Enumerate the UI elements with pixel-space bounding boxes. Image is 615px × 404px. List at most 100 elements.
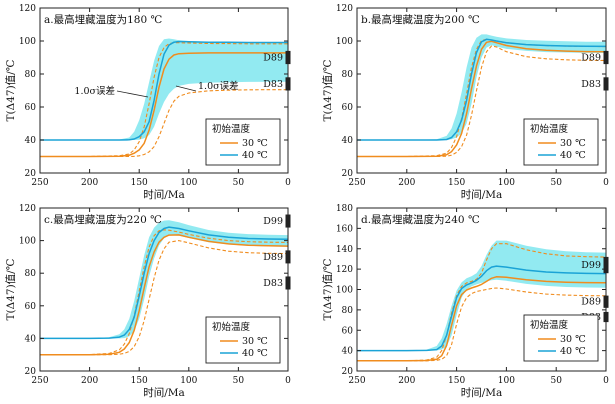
x-tick-label: 50 xyxy=(233,178,245,188)
error-envelope-line-1 xyxy=(40,240,288,356)
y-tick-label: 40 xyxy=(25,334,37,344)
x-axis-label: 时间/Ma xyxy=(143,188,185,201)
legend-title: 初始温度 xyxy=(530,319,569,331)
legend: 初始温度 30 ℃40 ℃ xyxy=(523,118,599,166)
chart-title: a.最高埋藏温度为180 ℃ xyxy=(44,13,162,26)
legend-entry: 40 ℃ xyxy=(560,150,586,161)
chart-title: c.最高埋藏温度为220 ℃ xyxy=(44,213,162,226)
sample-range-marker xyxy=(603,295,609,308)
sample-label: D83 xyxy=(263,79,283,90)
band-40c-1sigma xyxy=(40,38,288,140)
y-tick-label: 120 xyxy=(19,204,36,214)
y-tick-label: 160 xyxy=(336,224,353,234)
y-tick-label: 140 xyxy=(336,245,353,255)
series-line-2 xyxy=(357,276,606,362)
series-line-2 xyxy=(357,40,606,158)
x-tick-label: 150 xyxy=(448,376,465,386)
plot-area xyxy=(40,220,288,356)
sample-label: D89 xyxy=(263,252,283,263)
x-tick-label: 200 xyxy=(81,376,98,386)
error-annotation: 1.0σ误差 xyxy=(198,80,239,92)
plot-area xyxy=(357,240,606,362)
legend-entry: 30 ℃ xyxy=(242,336,268,347)
legend-entry: 40 ℃ xyxy=(560,346,586,357)
x-tick-label: 200 xyxy=(81,178,98,188)
y-tick-label: 100 xyxy=(19,37,36,47)
y-tick-label: 60 xyxy=(25,302,37,312)
x-tick-label: 0 xyxy=(603,376,609,386)
sample-label: D89 xyxy=(581,53,601,64)
y-tick-label: 80 xyxy=(25,269,37,279)
band-40c-1sigma xyxy=(357,34,606,140)
error-envelope-line-1 xyxy=(357,287,606,362)
y-tick-label: 80 xyxy=(342,70,354,80)
sample-range-marker xyxy=(603,311,609,323)
x-tick-label: 0 xyxy=(285,376,291,386)
x-tick-label: 50 xyxy=(233,376,245,386)
legend-entry: 30 ℃ xyxy=(242,138,268,149)
y-tick-label: 60 xyxy=(25,103,37,113)
sample-label: D99 xyxy=(581,260,601,271)
series-line-2 xyxy=(40,52,288,158)
x-tick-label: 50 xyxy=(550,178,562,188)
series-line-2 xyxy=(40,234,288,356)
x-tick-label: 250 xyxy=(31,376,48,386)
x-tick-label: 0 xyxy=(603,178,609,188)
y-tick-label: 20 xyxy=(25,367,37,377)
chart-panel-0: 250 200 150 100 50 0 20 40 60 80 100 120 时间/Ma T(Δ47)… xyxy=(4,4,291,201)
sample-range-marker xyxy=(285,214,291,228)
legend-box xyxy=(523,118,599,166)
y-tick-label: 100 xyxy=(19,237,36,247)
x-tick-label: 250 xyxy=(348,178,365,188)
y-axis-label: T(Δ47)值/℃ xyxy=(4,258,17,320)
y-tick-label: 20 xyxy=(342,367,354,377)
y-tick-label: 60 xyxy=(342,103,354,113)
x-tick-label: 150 xyxy=(131,376,148,386)
y-tick-label: 100 xyxy=(336,286,353,296)
x-axis-label: 时间/Ma xyxy=(143,386,185,399)
legend-entry: 30 ℃ xyxy=(560,334,586,345)
sample-label: D83 xyxy=(263,278,283,289)
legend-entry: 30 ℃ xyxy=(560,138,586,149)
y-tick-label: 120 xyxy=(19,4,36,14)
sample-range-marker xyxy=(603,256,609,274)
y-axis-label: T(Δ47)值/℃ xyxy=(4,59,17,121)
chart-title: d.最高埋藏温度为240 ℃ xyxy=(361,213,480,226)
legend-title: 初始温度 xyxy=(212,123,251,135)
legend-title: 初始温度 xyxy=(212,321,251,333)
sample-range-marker xyxy=(603,77,609,91)
x-tick-label: 150 xyxy=(448,178,465,188)
chart-panel-3: 250 200 150 100 50 0 20 40 60 80 100 120 140 160 180 时间… xyxy=(321,204,609,399)
x-tick-label: 200 xyxy=(398,376,415,386)
x-tick-label: 250 xyxy=(31,178,48,188)
y-tick-label: 120 xyxy=(336,265,353,275)
y-tick-label: 40 xyxy=(342,347,354,357)
sample-range-marker xyxy=(285,77,291,91)
legend-box xyxy=(523,314,599,362)
legend: 初始温度 30 ℃40 ℃ xyxy=(205,118,281,166)
x-tick-label: 50 xyxy=(550,376,562,386)
legend-title: 初始温度 xyxy=(530,123,569,135)
y-tick-label: 80 xyxy=(342,306,354,316)
sample-label: D83 xyxy=(581,79,601,90)
x-axis-label: 时间/Ma xyxy=(461,386,503,399)
annotation-leader xyxy=(116,90,149,98)
y-tick-label: 20 xyxy=(25,169,37,179)
x-tick-label: 100 xyxy=(180,376,197,386)
x-tick-label: 100 xyxy=(498,178,515,188)
series-line-3 xyxy=(40,40,288,141)
sample-label: D99 xyxy=(263,216,283,227)
sample-range-marker xyxy=(285,50,291,65)
annotation-leader xyxy=(175,85,197,92)
y-tick-label: 40 xyxy=(342,136,354,146)
sample-range-marker xyxy=(285,276,291,290)
sample-range-marker xyxy=(603,50,609,65)
x-tick-label: 100 xyxy=(498,376,515,386)
chart-panel-2: 250 200 150 100 50 0 20 40 60 80 100 120 时间/Ma T(Δ47)… xyxy=(4,204,291,399)
y-axis-label: T(Δ47)值/℃ xyxy=(321,258,334,320)
error-envelope-line-1 xyxy=(357,45,606,158)
y-tick-label: 100 xyxy=(336,37,353,47)
plot-area xyxy=(357,34,606,158)
plot-area xyxy=(40,38,288,158)
